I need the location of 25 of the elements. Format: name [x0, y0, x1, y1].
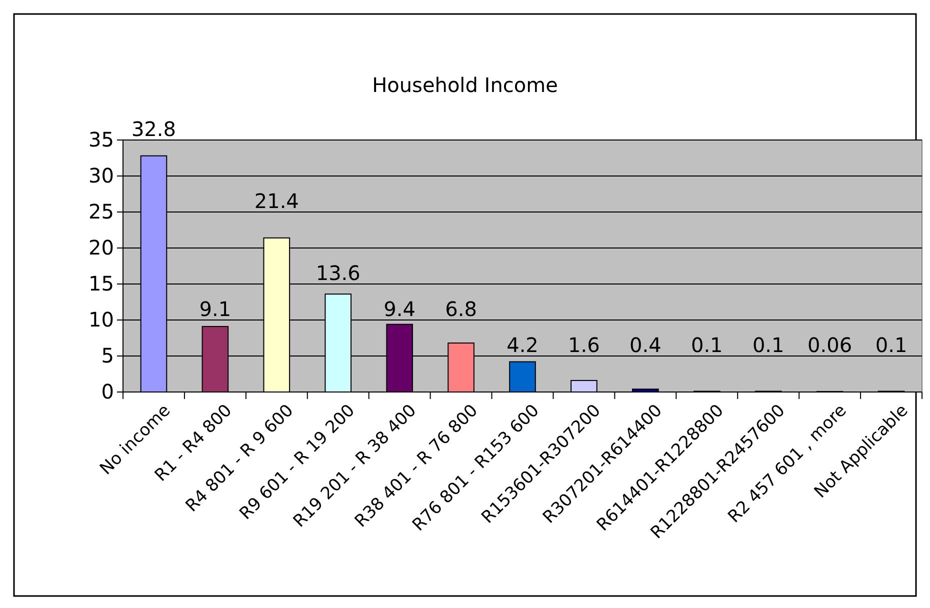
y-tick-label: 5	[101, 343, 114, 368]
y-tick-label: 30	[88, 163, 114, 188]
y-tick-label: 15	[88, 271, 114, 296]
y-tick-label: 25	[88, 199, 114, 224]
bar	[632, 388, 659, 392]
data-label: 4.2	[506, 333, 538, 357]
data-label: 9.4	[384, 297, 416, 321]
bar	[570, 380, 598, 392]
data-label: 0.4	[630, 333, 662, 357]
data-label: 13.6	[316, 261, 360, 285]
data-label: 9.1	[199, 297, 232, 321]
y-tick-label: 35	[88, 127, 114, 152]
y-tick-label: 10	[88, 307, 114, 332]
data-label: 0.1	[752, 333, 784, 357]
chart-title: Household Income	[372, 73, 558, 97]
data-label: 1.6	[568, 333, 600, 357]
y-tick-label: 0	[101, 379, 114, 404]
data-label: 32.8	[131, 117, 176, 141]
data-label: 0.06	[808, 333, 852, 357]
y-tick-label: 20	[88, 235, 114, 260]
data-label: 0.1	[690, 333, 723, 357]
data-label: 6.8	[445, 297, 477, 321]
data-label: 0.1	[875, 333, 908, 357]
bar	[509, 361, 536, 392]
data-label: 21.4	[254, 189, 299, 213]
